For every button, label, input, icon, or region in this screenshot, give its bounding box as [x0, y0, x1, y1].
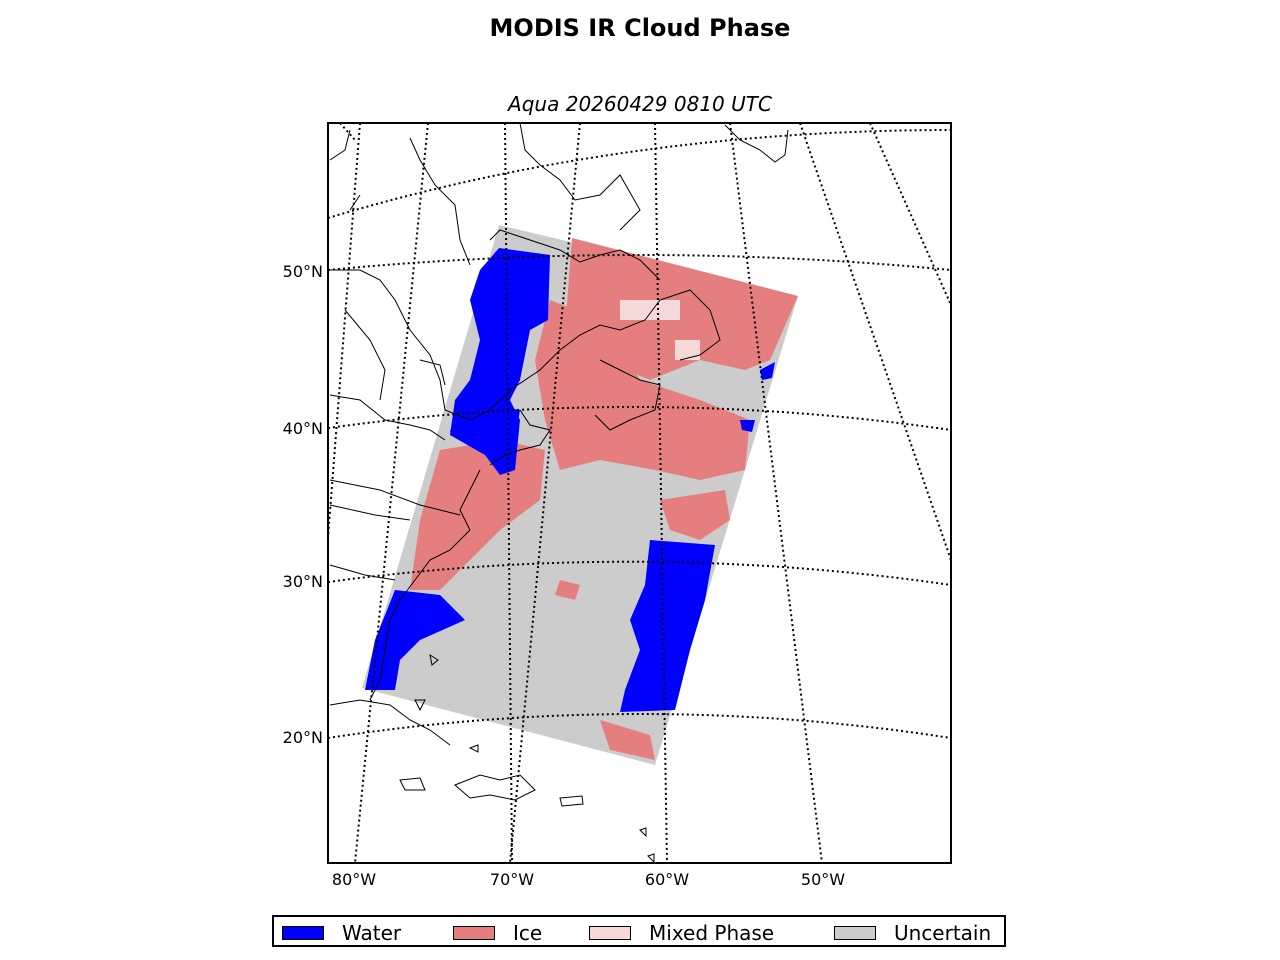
legend-label-ice: Ice — [513, 921, 543, 945]
graticule — [328, 123, 951, 863]
legend-label-mixed-phase: Mixed Phase — [649, 921, 775, 945]
lon-label-50w: 50°W — [800, 870, 846, 889]
map-subtitle: Aqua 20260429 0810 UTC — [508, 92, 772, 116]
legend-item-ice: Ice — [453, 921, 542, 945]
lat-label-30n: 30°N — [282, 572, 323, 591]
lat-label-20n: 20°N — [282, 728, 323, 747]
legend-label-water: Water — [342, 921, 402, 945]
coastlines — [329, 123, 789, 863]
lon-label-80w: 80°W — [331, 870, 377, 889]
legend-item-uncertain: Uncertain — [834, 921, 991, 945]
legend: Water Ice Mixed Phase Uncertain — [272, 915, 1006, 947]
legend-item-water: Water — [282, 921, 401, 945]
map-frame — [327, 122, 952, 864]
mixed-phase-region — [620, 300, 700, 360]
figure-title: MODIS IR Cloud Phase — [489, 14, 791, 42]
ice-region — [410, 238, 798, 760]
legend-swatch-ice — [453, 926, 495, 940]
legend-swatch-mixed-phase — [589, 926, 631, 940]
lon-label-70w: 70°W — [489, 870, 535, 889]
legend-swatch-uncertain — [834, 926, 876, 940]
legend-item-mixed-phase: Mixed Phase — [589, 921, 774, 945]
legend-swatch-water — [282, 926, 324, 940]
lat-label-50n: 50°N — [282, 262, 323, 281]
lat-label-40n: 40°N — [282, 419, 323, 438]
legend-label-uncertain: Uncertain — [894, 921, 992, 945]
lon-label-60w: 60°W — [644, 870, 690, 889]
